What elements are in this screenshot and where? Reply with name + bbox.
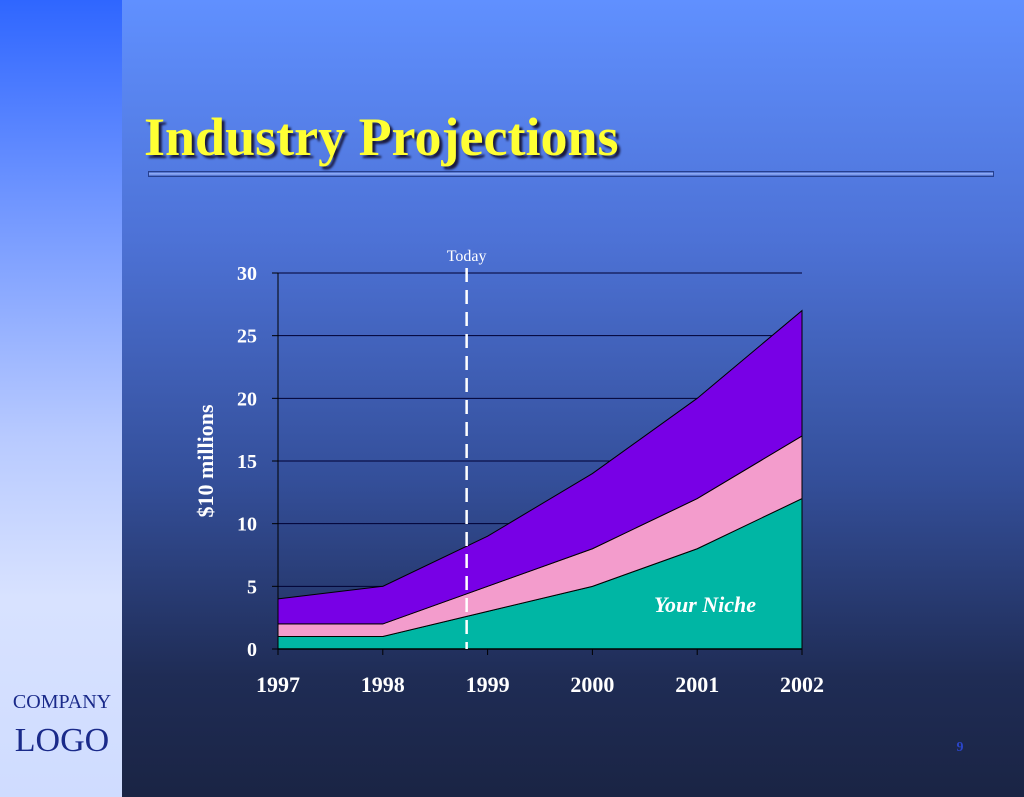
y-tick-label: 0	[247, 639, 257, 661]
x-tick-label: 1998	[361, 672, 405, 697]
your-niche-label: Your Niche	[654, 592, 756, 617]
y-tick-label: 30	[237, 263, 257, 285]
x-tick-label: 1997	[256, 672, 300, 697]
y-tick-label: 15	[237, 451, 257, 473]
slide-title: Industry Projections	[144, 107, 619, 167]
logo-text: LOGO	[14, 722, 110, 759]
logo-company-text: COMPANY	[12, 691, 112, 713]
x-tick-label: 2001	[675, 672, 719, 697]
y-axis-label: $10 millions	[193, 404, 218, 518]
y-tick-label: 25	[237, 326, 257, 348]
today-label: Today	[447, 248, 487, 265]
y-tick-label: 20	[237, 388, 257, 410]
x-tick-label: 2000	[570, 672, 614, 697]
sidebar-strip	[0, 0, 122, 797]
y-tick-label: 5	[247, 576, 257, 598]
x-tick-label: 1999	[466, 672, 510, 697]
slide-number: 9	[956, 740, 964, 755]
x-tick-label: 2002	[780, 672, 824, 697]
y-tick-label: 10	[237, 514, 257, 536]
title-divider	[148, 171, 994, 177]
